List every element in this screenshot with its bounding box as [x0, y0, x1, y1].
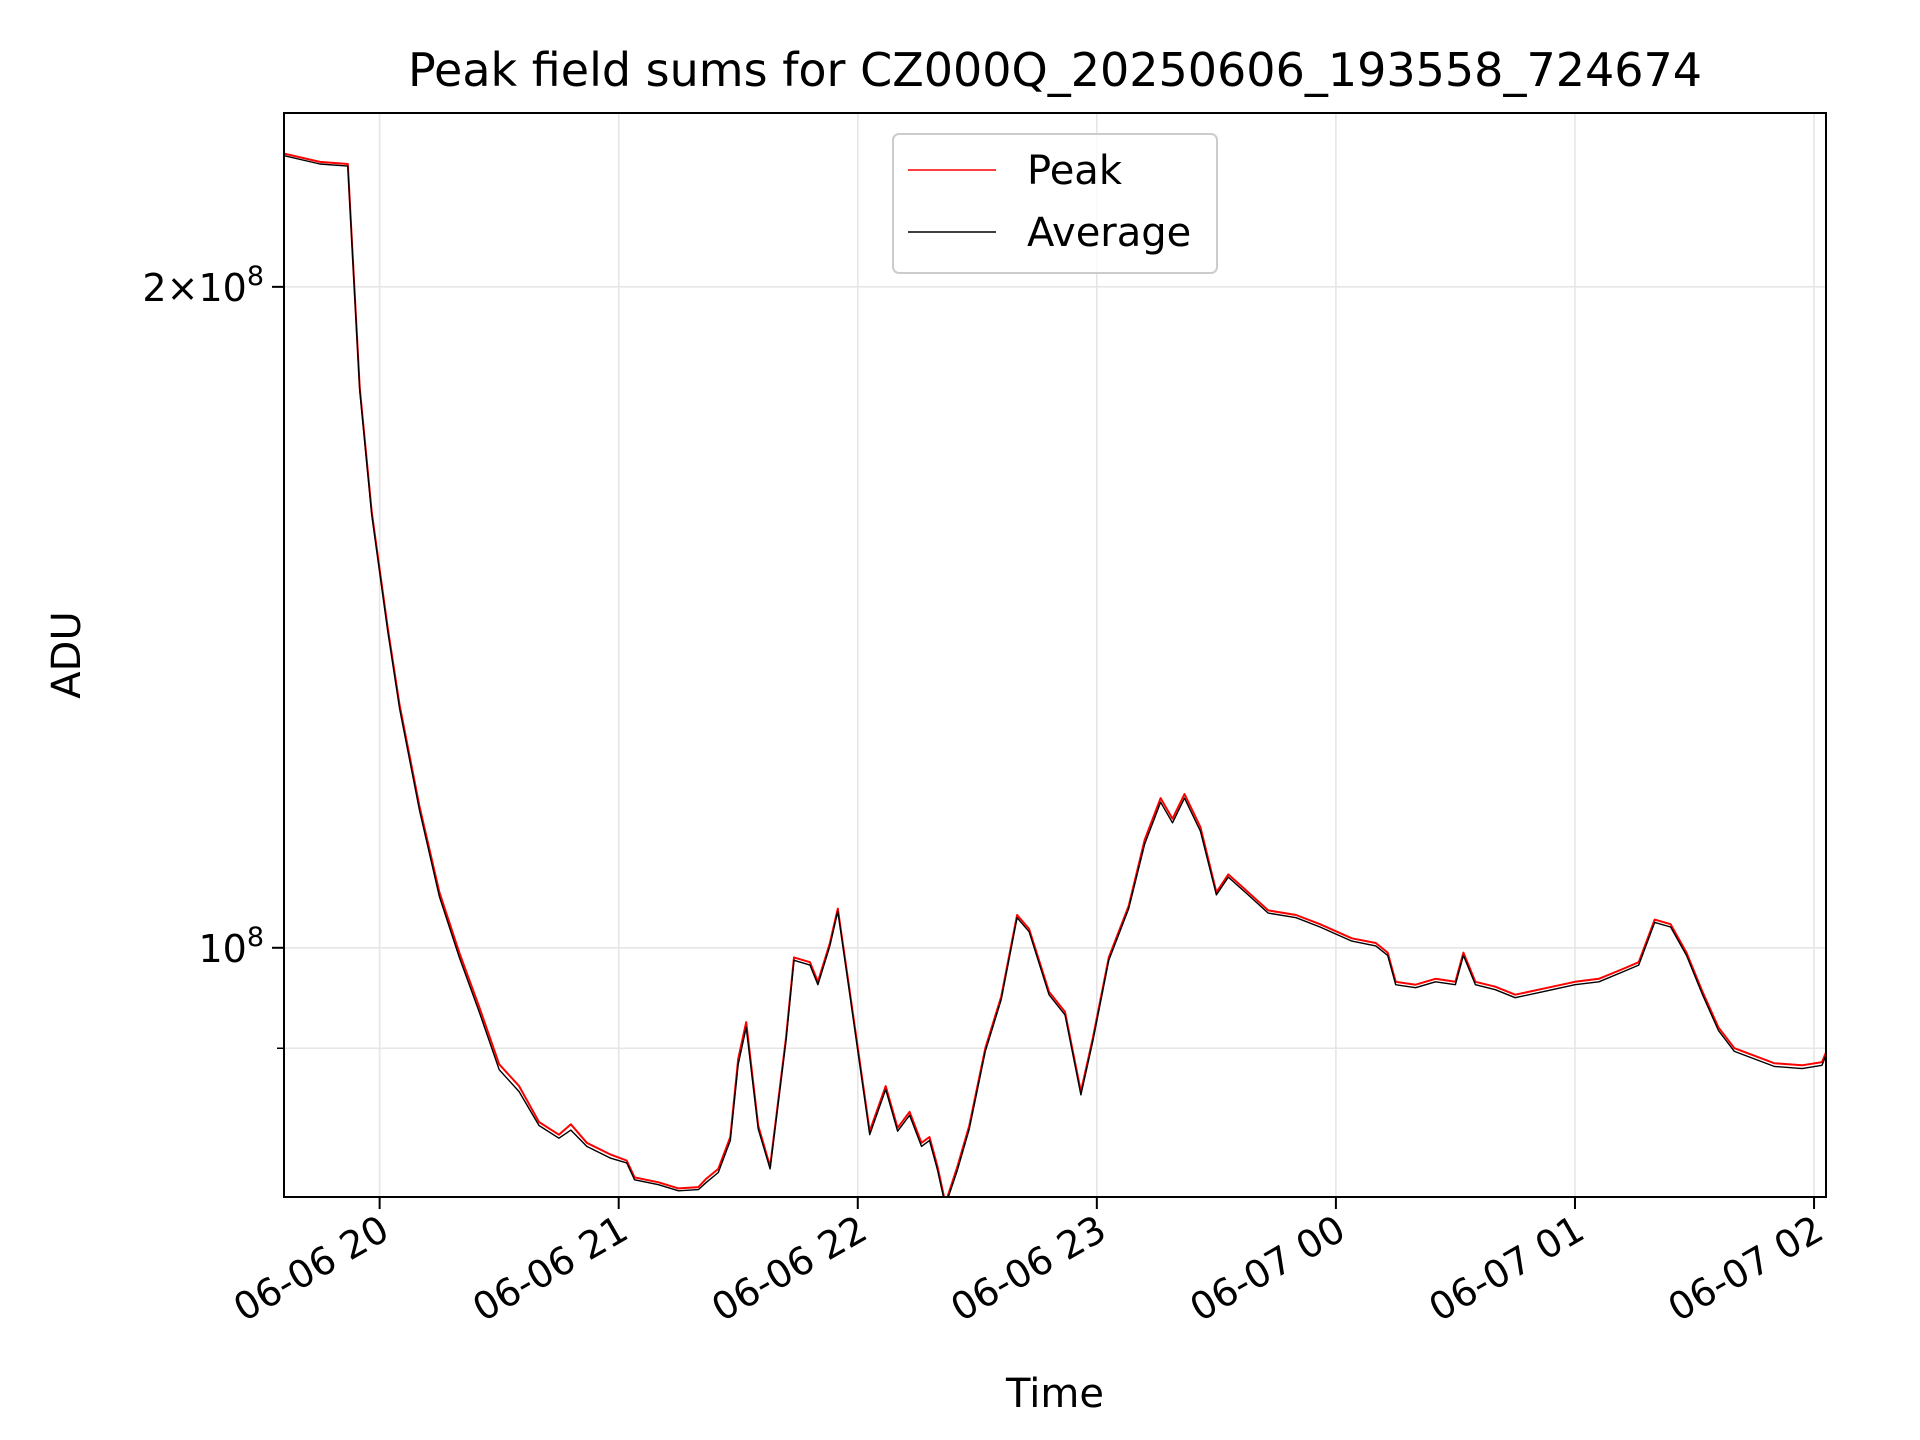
plot-area-frame — [283, 112, 1827, 1198]
legend: Peak Average — [892, 133, 1218, 274]
chart-title: Peak field sums for CZ000Q_20250606_1935… — [408, 43, 1702, 97]
legend-label-peak: Peak — [1027, 148, 1123, 194]
y-tick-label: 2×108 — [142, 261, 264, 310]
legend-box — [892, 133, 1218, 274]
legend-label-average: Average — [1027, 210, 1191, 256]
grid-lines — [284, 113, 1826, 1197]
series-lines — [284, 152, 1826, 1197]
y-tick-label: 108 — [198, 922, 264, 971]
series-line-peak — [284, 152, 1826, 1197]
y-axis: 108 2×108 — [142, 261, 284, 1049]
series-line-average — [284, 155, 1826, 1197]
y-axis-label: ADU — [44, 611, 90, 698]
x-axis-label: Time — [1005, 1371, 1104, 1417]
